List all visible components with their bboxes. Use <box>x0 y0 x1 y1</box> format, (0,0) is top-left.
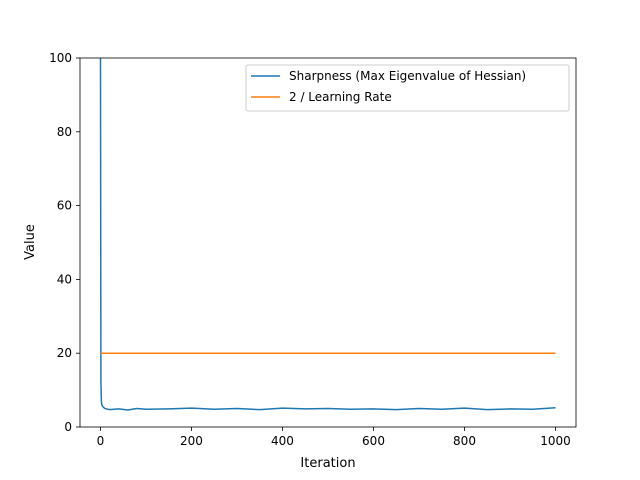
axes-frame <box>79 57 577 428</box>
y-tick-label: 100 <box>49 51 72 65</box>
y-tick-label: 40 <box>57 272 72 286</box>
x-tick-label: 200 <box>180 434 203 448</box>
y-tick-label: 20 <box>57 346 72 360</box>
legend-box <box>245 64 570 112</box>
x-axis-label: Iteration <box>300 456 355 471</box>
series-line-0 <box>99 57 556 411</box>
legend-label-0: Sharpness (Max Eigenvalue of Hessian) <box>289 69 526 83</box>
axes-layer: 0 200 400 600 800 1000 0 20 40 60 80 100 <box>49 51 577 448</box>
x-tick-label: 600 <box>362 434 385 448</box>
x-tick-label: 400 <box>271 434 294 448</box>
x-tick-label: 800 <box>453 434 476 448</box>
legend-label-1: 2 / Learning Rate <box>289 90 392 104</box>
series-layer <box>99 57 556 411</box>
x-tick-label: 0 <box>97 434 105 448</box>
y-tick-label: 60 <box>57 199 72 213</box>
y-tick-label: 0 <box>64 420 72 434</box>
x-tick-label: 1000 <box>540 434 571 448</box>
y-tick-label: 80 <box>57 125 72 139</box>
legend: Sharpness (Max Eigenvalue of Hessian) 2 /… <box>245 64 570 112</box>
y-axis-label: Value <box>23 224 38 260</box>
